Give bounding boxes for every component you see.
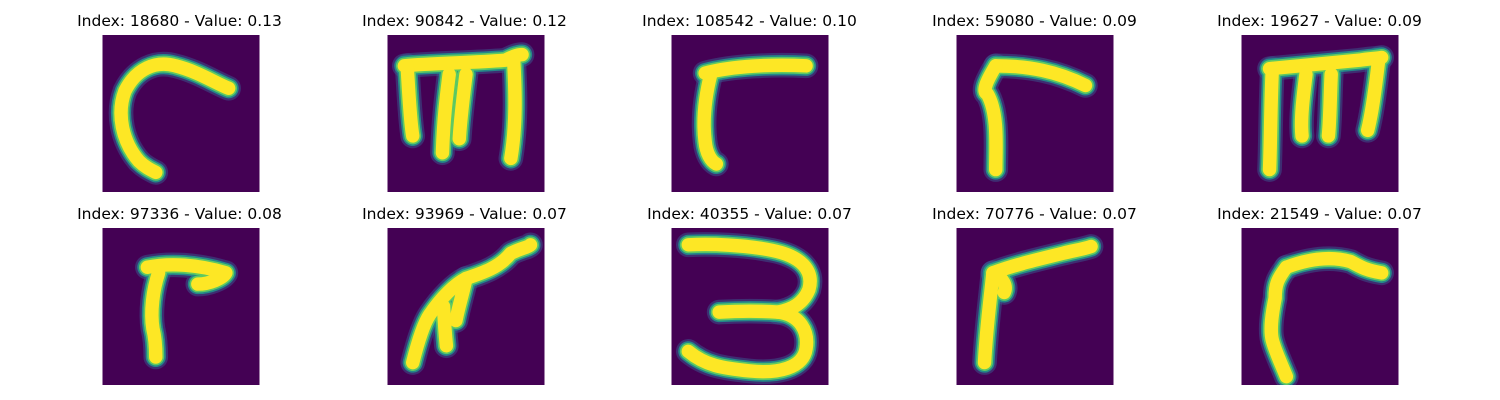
- panel-108542: Index: 108542 - Value: 0.10: [607, 0, 892, 192]
- glyph-stroke: [452, 67, 473, 146]
- glyph-stroke: [504, 53, 522, 166]
- glyph-stroke: [1294, 67, 1313, 143]
- panel-title: Index: 18680 - Value: 0.13: [77, 12, 282, 30]
- glyph-stroke: [1321, 67, 1338, 143]
- image-background: [102, 228, 260, 385]
- panel-title: Index: 19627 - Value: 0.09: [1217, 12, 1422, 30]
- digit-image: [387, 35, 545, 192]
- glyph-stroke: [977, 266, 1000, 370]
- digit-image: [671, 228, 829, 385]
- glyph-stroke: [698, 58, 813, 80]
- glyph-stroke: [435, 67, 456, 160]
- glyph-stroke: [986, 266, 1012, 300]
- glyph-stroke: [449, 271, 473, 328]
- panel-title: Index: 108542 - Value: 0.10: [642, 12, 857, 30]
- glyph-stroke: [681, 304, 814, 379]
- glyph-stroke: [140, 258, 233, 291]
- glyph-stroke: [1264, 260, 1294, 384]
- glyph-stroke: [989, 59, 1093, 93]
- glyph-stroke: [145, 266, 166, 364]
- panel-70776: Index: 70776 - Value: 0.07: [892, 193, 1177, 385]
- glyph-stroke: [400, 59, 420, 143]
- panel-title: Index: 40355 - Value: 0.07: [647, 205, 852, 223]
- glyph-stroke: [1360, 51, 1386, 138]
- panel-title: Index: 21549 - Value: 0.07: [1217, 205, 1422, 223]
- panel-18680: Index: 18680 - Value: 0.13: [37, 0, 322, 192]
- panel-40355: Index: 40355 - Value: 0.07: [607, 193, 892, 385]
- panel-title: Index: 59080 - Value: 0.09: [932, 12, 1137, 30]
- panel-21549: Index: 21549 - Value: 0.07: [1177, 193, 1462, 385]
- digit-image: [387, 228, 545, 385]
- glyph-stroke: [697, 67, 724, 171]
- panel-title: Index: 93969 - Value: 0.07: [362, 205, 567, 223]
- glyph-stroke: [1279, 252, 1389, 280]
- glyph-stroke: [1262, 61, 1280, 177]
- panel-19627: Index: 19627 - Value: 0.09: [1177, 0, 1462, 192]
- panel-title: Index: 97336 - Value: 0.08: [77, 205, 282, 223]
- digit-image: [1241, 228, 1399, 385]
- digit-image: [956, 228, 1114, 385]
- digit-image: [1241, 35, 1399, 192]
- glyph-stroke: [986, 239, 1098, 280]
- panel-90842: Index: 90842 - Value: 0.12: [322, 0, 607, 192]
- glyph-stroke: [681, 237, 817, 319]
- glyph-stroke: [978, 59, 1003, 177]
- digit-image: [102, 228, 260, 385]
- glyph-stroke: [114, 57, 236, 180]
- digit-image: [956, 35, 1114, 192]
- panel-97336: Index: 97336 - Value: 0.08: [37, 193, 322, 385]
- panel-title: Index: 90842 - Value: 0.12: [362, 12, 567, 30]
- glyph-stroke: [436, 299, 454, 353]
- digit-image: [102, 35, 260, 192]
- panel-title: Index: 70776 - Value: 0.07: [932, 205, 1137, 223]
- panel-59080: Index: 59080 - Value: 0.09: [892, 0, 1177, 192]
- digit-image: [671, 35, 829, 192]
- panel-93969: Index: 93969 - Value: 0.07: [322, 193, 607, 385]
